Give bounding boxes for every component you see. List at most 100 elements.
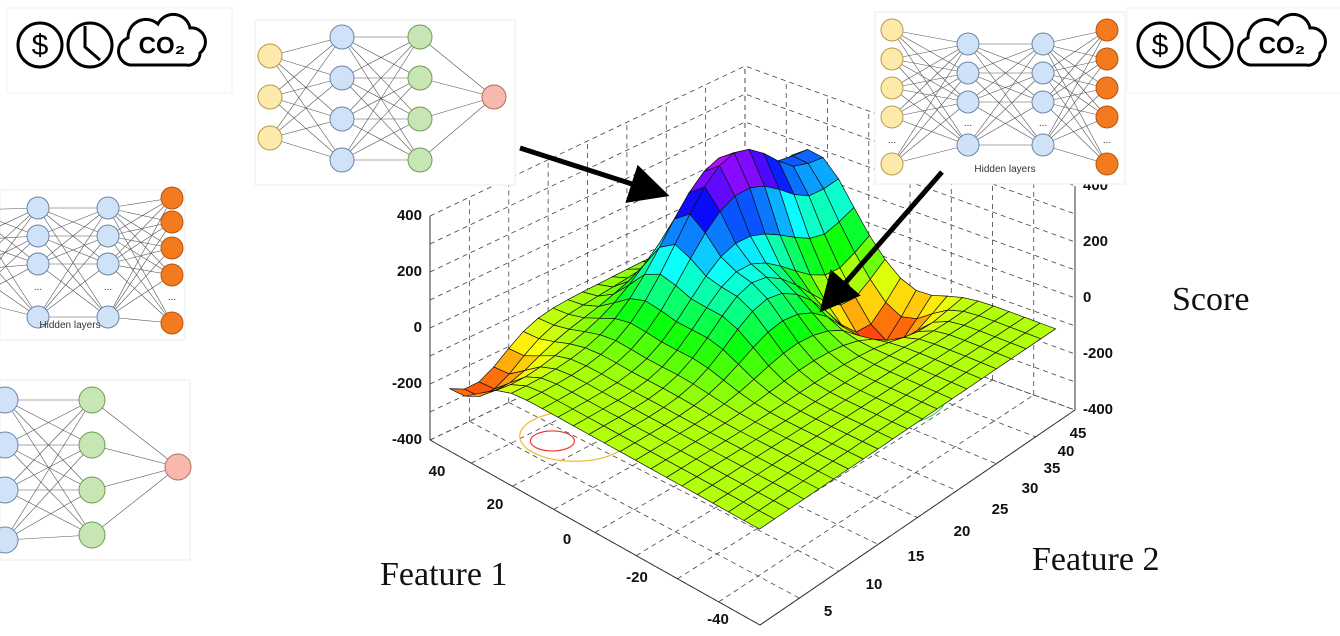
- edge: [4, 399, 93, 446]
- box-edge: [429, 409, 1076, 626]
- caption: Hidden layers: [39, 320, 100, 331]
- node: [96, 252, 120, 276]
- edge: [37, 207, 109, 265]
- edge: [4, 399, 93, 541]
- edge: [0, 256, 39, 318]
- edge: [419, 36, 495, 98]
- z-tick-label: -200: [1083, 345, 1113, 362]
- node: [26, 252, 50, 276]
- coin-icon: [1136, 21, 1184, 69]
- node: [956, 133, 980, 157]
- edge: [37, 235, 109, 265]
- node: [880, 18, 904, 42]
- clock-hand: [83, 26, 101, 62]
- network: Hidden layers............: [874, 11, 1126, 185]
- edge: [891, 58, 969, 146]
- contour: [529, 430, 576, 452]
- edge: [891, 29, 969, 45]
- node: [160, 263, 184, 287]
- ellipsis: ...: [1103, 135, 1111, 146]
- surface-plot: 4002000-200-4004002000-200-40040200-20-4…: [392, 65, 1113, 628]
- edge: [1042, 87, 1108, 146]
- edge: [967, 101, 1044, 146]
- edge: [419, 96, 495, 161]
- edge: [0, 207, 39, 244]
- feature2-tick-label: 10: [866, 576, 883, 593]
- feature1-tick-label: -20: [626, 569, 648, 586]
- axis-title: Feature 2: [1032, 541, 1159, 578]
- node: [0, 431, 19, 459]
- edge: [0, 207, 39, 260]
- edge: [107, 235, 173, 324]
- node: [257, 84, 283, 110]
- node: [407, 106, 433, 132]
- edge: [967, 43, 1044, 74]
- node: [329, 65, 355, 91]
- axis-title: Score: [1172, 281, 1249, 318]
- edge: [4, 444, 93, 541]
- edge: [107, 197, 173, 265]
- z-tick-label: -400: [1083, 401, 1113, 418]
- node: [26, 196, 50, 220]
- node: [1031, 32, 1055, 56]
- node: [1031, 61, 1055, 85]
- clock-icon: [1186, 21, 1234, 69]
- z-tick-label: 200: [1083, 233, 1108, 250]
- icon-group: $ CO₂: [6, 7, 233, 94]
- node: [78, 521, 106, 549]
- edge: [341, 36, 421, 120]
- node: [1095, 18, 1119, 42]
- node: [880, 105, 904, 129]
- edge: [4, 489, 93, 536]
- node: [329, 147, 355, 173]
- edge: [0, 290, 39, 318]
- z-tick-label: -200: [392, 375, 422, 392]
- node: [160, 210, 184, 234]
- node: [407, 24, 433, 50]
- networks: Hidden layers...... ...... Hidden layers..…: [0, 11, 1126, 561]
- floor-grid: [677, 379, 993, 580]
- edge: [107, 274, 173, 318]
- edge: [91, 444, 179, 468]
- edge: [0, 207, 39, 227]
- edge: [107, 207, 173, 276]
- edge: [891, 101, 969, 118]
- edge: [37, 207, 109, 318]
- node: [329, 24, 355, 50]
- edge: [37, 263, 109, 318]
- node: [880, 76, 904, 100]
- ellipsis: ...: [1039, 118, 1047, 129]
- edge: [1042, 116, 1108, 146]
- node: [956, 61, 980, 85]
- node: [96, 196, 120, 220]
- node: [160, 311, 184, 335]
- edge: [107, 207, 173, 249]
- edge: [891, 116, 969, 146]
- edge: [37, 207, 109, 237]
- edge: [0, 235, 39, 273]
- edge: [1042, 29, 1108, 103]
- edge: [891, 144, 969, 165]
- feature2-tick-label: 25: [992, 501, 1009, 518]
- feature2-tick-label: 15: [908, 548, 925, 565]
- network: [0, 379, 192, 561]
- floor-grid: [508, 402, 839, 572]
- node: [1095, 105, 1119, 129]
- edge: [967, 43, 1044, 103]
- node: [329, 106, 355, 132]
- node: [0, 526, 19, 554]
- node: [0, 476, 19, 504]
- feature1-tick-label: -40: [707, 611, 729, 628]
- node: [160, 186, 184, 210]
- edge: [891, 87, 969, 146]
- z-tick-label: 0: [1083, 289, 1091, 306]
- node: [26, 305, 50, 329]
- node: [956, 90, 980, 114]
- edge: [269, 36, 343, 98]
- edge: [269, 137, 343, 161]
- node: [1031, 133, 1055, 157]
- cloud-icon: [1237, 12, 1327, 67]
- edge: [107, 235, 173, 276]
- edge: [107, 247, 173, 318]
